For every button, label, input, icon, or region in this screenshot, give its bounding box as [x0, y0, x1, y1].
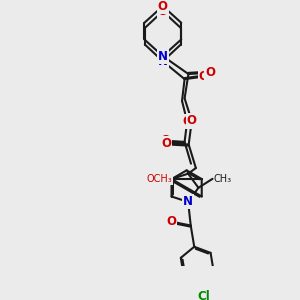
Text: N: N: [183, 195, 193, 208]
Text: N: N: [158, 50, 168, 63]
Text: OCH₃: OCH₃: [146, 174, 172, 184]
Text: O: O: [167, 215, 176, 228]
Text: O: O: [205, 66, 215, 79]
Text: O: O: [158, 5, 168, 18]
Text: O: O: [182, 115, 192, 128]
Text: O: O: [160, 134, 170, 147]
Text: O: O: [187, 114, 197, 128]
Text: N: N: [158, 55, 168, 68]
Text: CH₃: CH₃: [214, 174, 232, 184]
Text: O: O: [158, 0, 168, 13]
Text: Cl: Cl: [197, 290, 210, 300]
Text: O: O: [199, 70, 209, 83]
Text: O: O: [161, 137, 171, 150]
